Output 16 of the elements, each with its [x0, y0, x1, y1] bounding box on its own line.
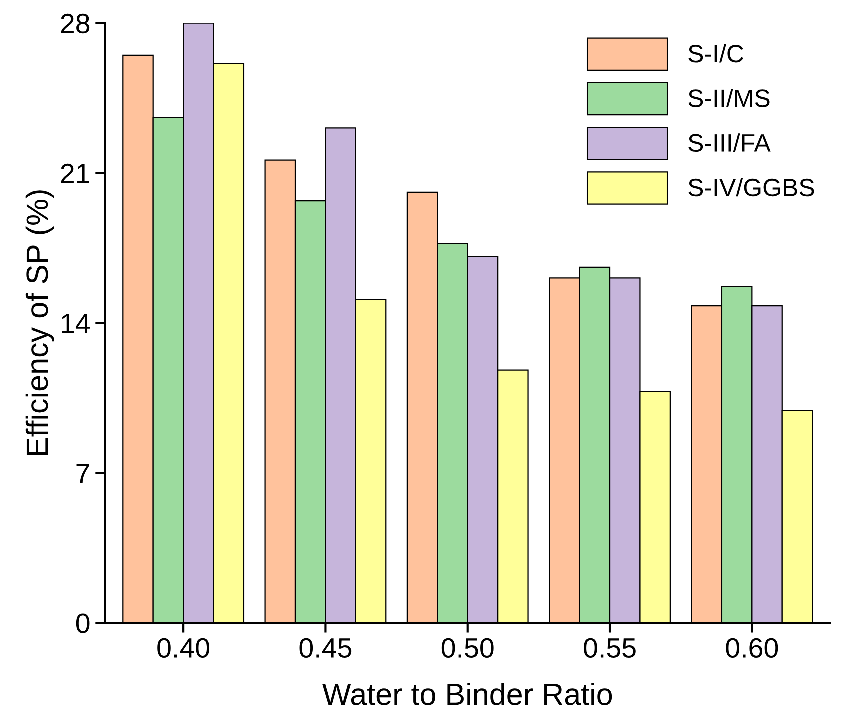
x-tick-label: 0.55 [584, 638, 636, 658]
legend-label: S-IV/GGBS [688, 178, 814, 197]
x-tick-label: 0.50 [442, 638, 494, 658]
legend-label: S-I/C [688, 44, 744, 63]
y-tick-label: 28 [61, 14, 90, 34]
x-tick-label: 0.45 [300, 638, 352, 658]
y-axis-title: Efficiency of SP (%) [26, 190, 54, 456]
x-axis-title: Water to Binder Ratio [322, 682, 612, 706]
y-tick-label: 7 [76, 464, 90, 484]
y-tick-label: 0 [76, 614, 90, 634]
legend-label: S-III/FA [688, 134, 771, 152]
x-tick-label: 0.40 [158, 638, 210, 658]
y-tick-label: 21 [61, 164, 90, 184]
legend-label: S-II/MS [688, 89, 770, 108]
y-tick-label: 14 [62, 314, 90, 334]
x-tick-label: 0.60 [726, 638, 778, 658]
